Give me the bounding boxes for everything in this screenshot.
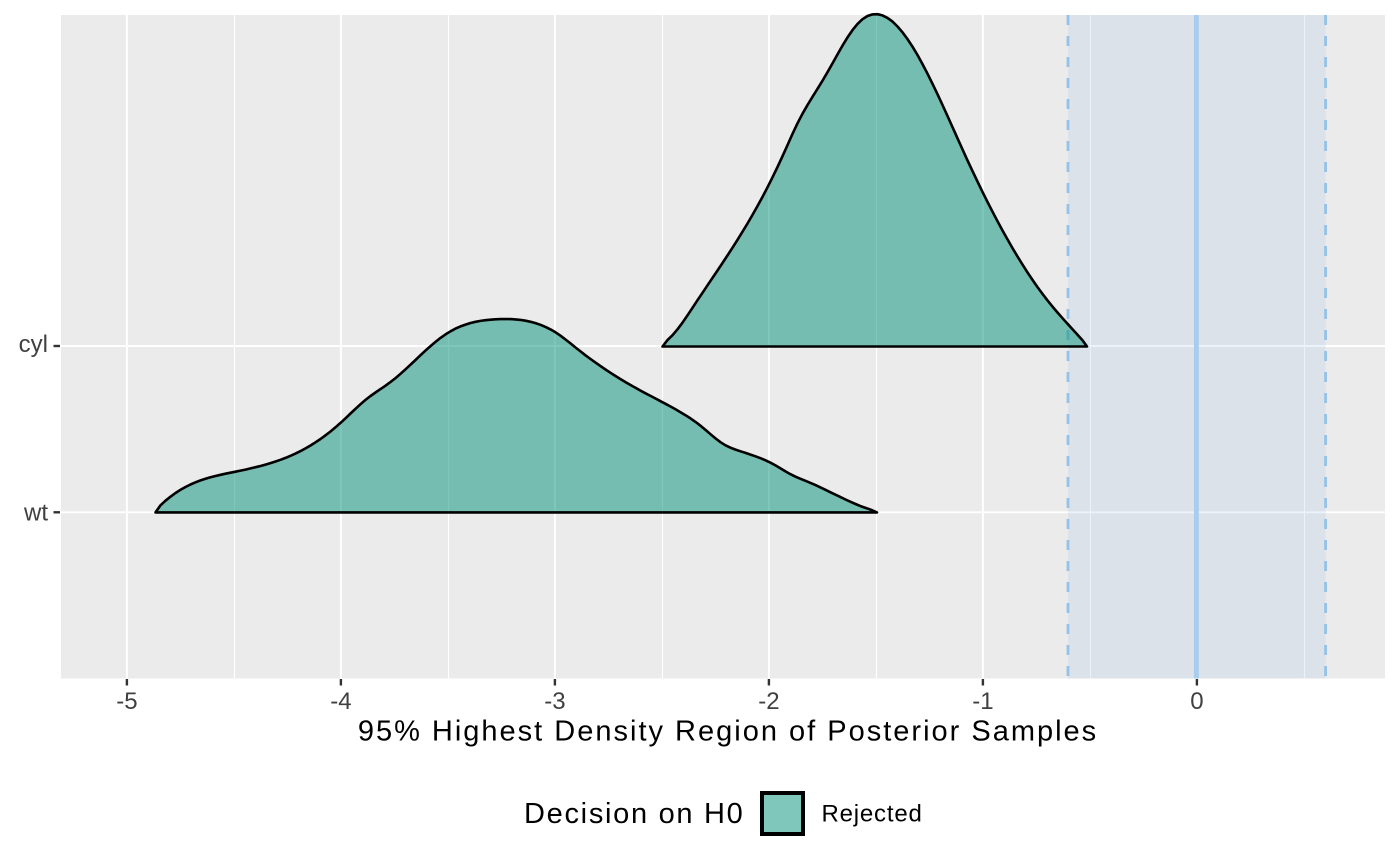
svg-text:Rejected: Rejected	[822, 800, 923, 827]
svg-text:-2: -2	[758, 688, 779, 715]
svg-text:Decision on H0: Decision on H0	[524, 798, 744, 830]
svg-text:wt: wt	[23, 499, 48, 526]
svg-text:-4: -4	[330, 688, 351, 715]
svg-text:95% Highest Density Region of: 95% Highest Density Region of Posterior …	[358, 716, 1098, 748]
svg-text:-1: -1	[972, 688, 993, 715]
svg-text:-3: -3	[544, 688, 565, 715]
svg-text:0: 0	[1190, 688, 1203, 715]
svg-text:-5: -5	[116, 688, 137, 715]
svg-text:cyl: cyl	[19, 331, 48, 358]
